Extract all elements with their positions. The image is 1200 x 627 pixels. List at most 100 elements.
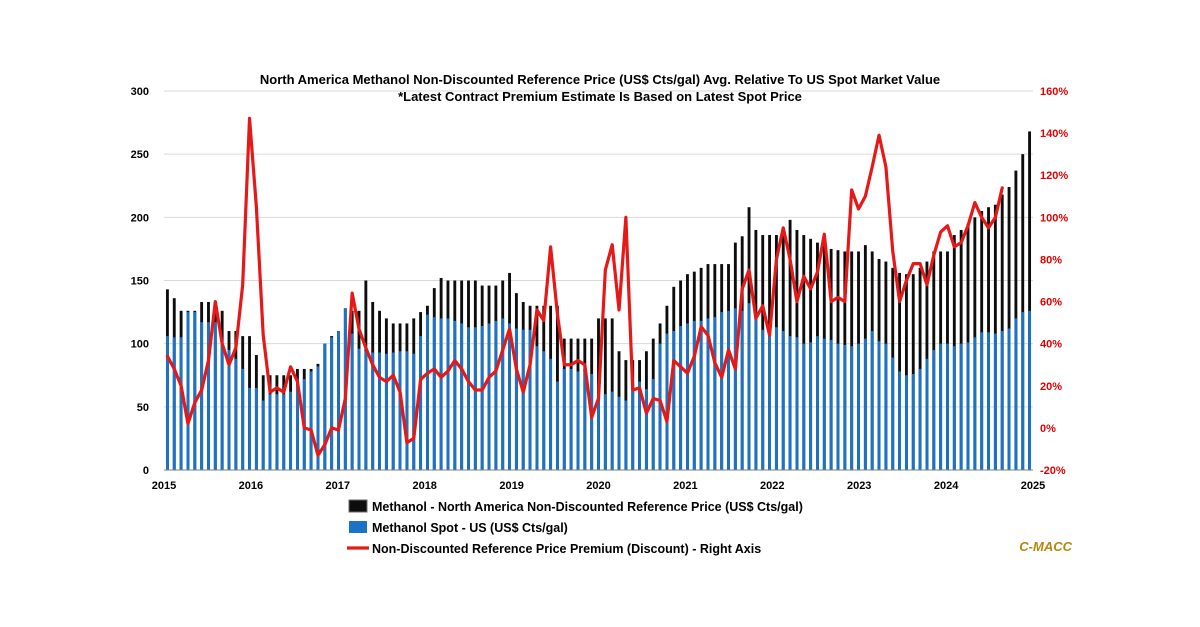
spot-price-bar xyxy=(282,394,286,470)
spot-price-bar xyxy=(378,352,381,470)
spot-price-bar xyxy=(193,312,197,470)
spot-price-bar xyxy=(528,329,532,470)
spot-price-bar xyxy=(946,343,949,470)
spot-price-bar xyxy=(295,381,299,470)
right-tick-label: 160% xyxy=(1040,86,1068,98)
spot-price-bar xyxy=(583,371,587,470)
spot-price-bar xyxy=(179,337,183,470)
left-axis-ticks: 0 50 100 150 200 250 300 xyxy=(131,86,149,477)
right-tick-label: 120% xyxy=(1040,170,1068,182)
left-tick-label: 300 xyxy=(131,86,149,98)
left-tick-label: 150 xyxy=(131,276,149,288)
spot-price-bar xyxy=(446,318,450,470)
premium-line xyxy=(165,116,1004,457)
right-tick-label: 140% xyxy=(1040,128,1068,140)
spot-price-bar xyxy=(254,387,258,470)
spot-price-bar xyxy=(658,343,662,470)
spot-price-bar xyxy=(261,400,265,470)
left-tick-label: 200 xyxy=(131,212,149,224)
spot-price-bar xyxy=(863,338,867,470)
spot-price-bar xyxy=(692,320,696,470)
right-tick-label: 40% xyxy=(1040,339,1062,351)
spot-price-bar xyxy=(898,371,902,470)
right-tick-label: 80% xyxy=(1040,254,1062,266)
spot-price-bar xyxy=(371,352,375,470)
spot-price-bar xyxy=(501,318,505,470)
spot-price-bar xyxy=(802,343,806,470)
spot-price-bar xyxy=(1028,310,1032,470)
spot-price-bar xyxy=(918,368,922,470)
spot-price-bar xyxy=(521,329,525,470)
spot-price-bar xyxy=(569,368,573,470)
left-tick-label: 100 xyxy=(131,339,149,351)
spot-price-bar xyxy=(747,303,751,470)
legend-label-reference-price: Methanol - North America Non-Discounted … xyxy=(372,500,803,514)
left-tick-label: 50 xyxy=(137,402,149,414)
x-tick-label: 2024 xyxy=(934,480,959,492)
spot-price-bar xyxy=(316,366,320,470)
spot-price-bar xyxy=(473,327,477,470)
spot-price-bar xyxy=(781,331,785,470)
x-tick-label: 2022 xyxy=(760,480,784,492)
spot-price-bar xyxy=(638,381,641,470)
spot-price-bar xyxy=(227,349,231,470)
spot-price-bar xyxy=(535,346,539,470)
spot-price-bar xyxy=(768,329,771,470)
spot-price-bar xyxy=(220,343,224,470)
spot-price-bar xyxy=(857,343,860,470)
spot-price-bar xyxy=(884,343,888,470)
spot-price-bar xyxy=(774,327,778,470)
spot-price-bar xyxy=(617,396,621,470)
spot-price-bar xyxy=(289,391,293,470)
spot-price-bar xyxy=(665,333,669,470)
spot-price-bar xyxy=(1014,318,1018,470)
spot-price-bar xyxy=(172,337,176,470)
spot-price-bar xyxy=(391,352,395,470)
legend-label-spot-price: Methanol Spot - US (US$ Cts/gal) xyxy=(372,521,568,535)
spot-price-bar xyxy=(597,394,600,470)
x-tick-label: 2015 xyxy=(152,480,176,492)
reference-price-bar xyxy=(911,274,915,470)
x-tick-label: 2018 xyxy=(412,480,436,492)
spot-price-bar xyxy=(556,381,559,470)
chart-subtitle: *Latest Contract Premium Estimate Is Bas… xyxy=(398,89,802,104)
legend: Methanol - North America Non-Discounted … xyxy=(347,499,803,556)
spot-price-bar xyxy=(549,358,553,470)
legend-swatch-reference-price xyxy=(348,499,368,513)
spot-price-bar xyxy=(686,323,689,470)
spot-price-bar xyxy=(904,375,908,470)
left-tick-label: 0 xyxy=(143,465,149,477)
spot-price-bar xyxy=(467,327,470,470)
spot-price-bar xyxy=(542,351,546,470)
spot-price-bar xyxy=(706,318,710,470)
legend-label-premium: Non-Discounted Reference Price Premium (… xyxy=(372,542,761,556)
spot-price-bar xyxy=(966,342,970,470)
spot-price-bar xyxy=(870,331,874,470)
spot-price-bar xyxy=(939,343,943,470)
right-tick-label: 0% xyxy=(1040,423,1056,435)
x-axis-ticks: 2015 2016 2017 2018 2019 2020 2021 2022 2023 2024… xyxy=(152,480,1045,492)
spot-price-bar xyxy=(727,310,730,470)
chart-title: North America Methanol Non-Discounted Re… xyxy=(260,72,940,87)
spot-price-bar xyxy=(822,338,826,470)
spot-price-bar xyxy=(980,332,984,470)
legend-item-premium: Non-Discounted Reference Price Premium (… xyxy=(347,542,761,556)
right-tick-label: 100% xyxy=(1040,212,1068,224)
watermark: C-MACC xyxy=(1019,539,1072,554)
x-tick-label: 2017 xyxy=(326,480,350,492)
spot-price-bar xyxy=(631,381,635,470)
spot-price-bar xyxy=(952,346,956,470)
spot-price-bar xyxy=(337,331,340,470)
spot-price-bar xyxy=(357,348,361,470)
spot-price-bars xyxy=(165,303,1032,470)
left-tick-label: 250 xyxy=(131,149,149,161)
spot-price-bar xyxy=(426,314,429,470)
right-tick-label: 20% xyxy=(1040,381,1062,393)
spot-price-bar xyxy=(788,336,792,470)
spot-price-bar xyxy=(439,318,443,470)
reference-price-bar xyxy=(1028,131,1032,470)
spot-price-bar xyxy=(432,317,436,470)
spot-price-bar xyxy=(877,341,881,470)
reference-price-bar xyxy=(1021,154,1025,470)
gridlines xyxy=(164,90,1033,408)
